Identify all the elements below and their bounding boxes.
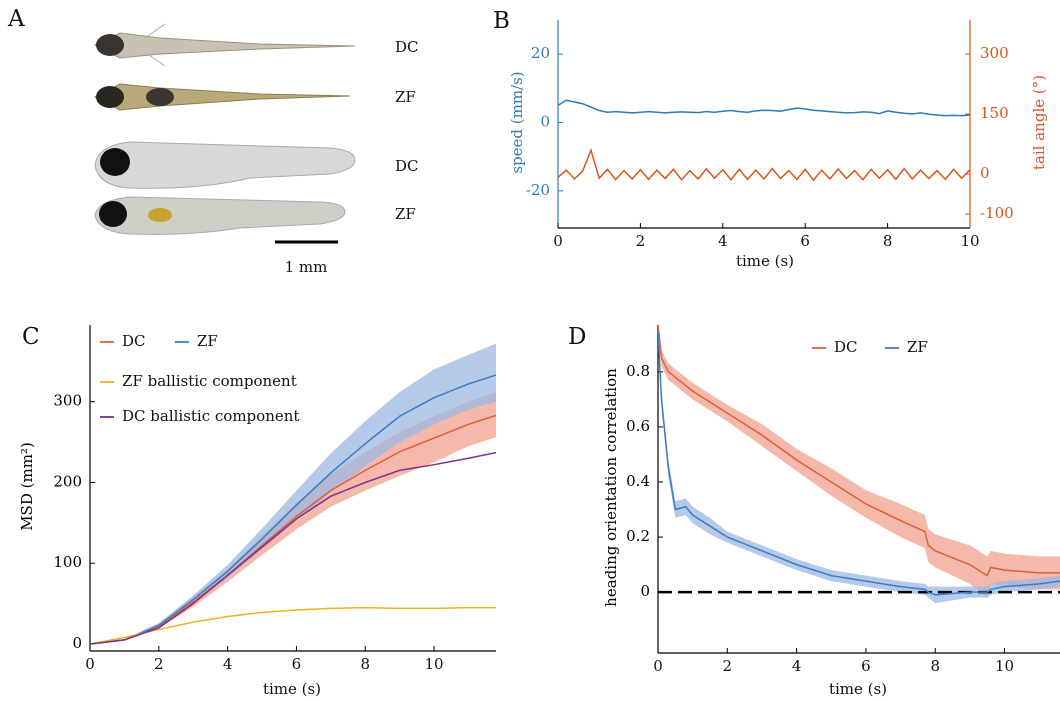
fish-image xyxy=(94,141,356,189)
legend-label: DC xyxy=(122,332,146,350)
x-axis-label: time (s) xyxy=(829,680,887,698)
y-tick-label: 200 xyxy=(53,472,82,490)
x-tick-label: 10 xyxy=(425,655,444,673)
y-tick-label: 0 xyxy=(540,113,550,131)
x-axis-label: time (s) xyxy=(263,680,321,698)
confidence-band xyxy=(90,343,496,644)
y2-tick-label: -100 xyxy=(980,204,1014,222)
y-tick-label: 20 xyxy=(531,44,550,62)
scale-bar-label: 1 mm xyxy=(285,258,328,276)
y-tick-label: 100 xyxy=(53,553,82,571)
x-tick-label: 10 xyxy=(995,657,1014,675)
legend-label: ZF xyxy=(197,332,218,350)
y-tick-label: 0 xyxy=(72,634,82,652)
x-axis-label: time (s) xyxy=(736,252,794,270)
x-tick-label: 2 xyxy=(154,655,164,673)
fish-label: DC xyxy=(395,157,419,175)
y-tick-label: 0.4 xyxy=(626,472,650,490)
y-axis-label: MSD (mm²) xyxy=(18,442,36,531)
x-tick-label: 8 xyxy=(883,232,893,250)
x-tick-label: 0 xyxy=(553,232,563,250)
panel-label: C xyxy=(22,324,40,350)
x-tick-label: 6 xyxy=(861,657,871,675)
panel-label: D xyxy=(568,324,586,350)
panel-label: A xyxy=(7,6,25,32)
data-line xyxy=(90,606,496,645)
fish-image xyxy=(93,83,351,111)
legend-label: DC xyxy=(834,338,858,356)
data-line xyxy=(558,147,970,182)
y-tick-label: 0.8 xyxy=(626,362,650,380)
legend-label: DC ballistic component xyxy=(122,407,299,425)
x-tick-label: 0 xyxy=(653,657,663,675)
x-tick-label: 8 xyxy=(930,657,940,675)
data-line xyxy=(658,330,1060,596)
x-tick-label: 4 xyxy=(792,657,802,675)
y2-tick-label: 300 xyxy=(980,44,1009,62)
fish-label: ZF xyxy=(395,88,416,106)
y-tick-label: 0.6 xyxy=(626,417,650,435)
y-axis-label: speed (mm/s) xyxy=(508,71,526,173)
x-tick-label: 0 xyxy=(85,655,95,673)
data-line xyxy=(90,451,496,645)
fish-image xyxy=(94,196,346,235)
y-axis-label: heading orientation correlation xyxy=(602,368,620,607)
y-tick-label: 0.2 xyxy=(626,527,650,545)
y-tick-label: -20 xyxy=(526,181,550,199)
y-tick-label: 300 xyxy=(53,392,82,410)
plot-area xyxy=(558,99,970,182)
fish-label: ZF xyxy=(395,205,416,223)
legend-label: ZF ballistic component xyxy=(122,372,297,390)
y2-tick-label: 150 xyxy=(980,104,1009,122)
confidence-band xyxy=(658,323,1060,598)
y2-axis-label: tail angle (°) xyxy=(1030,75,1048,170)
data-line xyxy=(658,324,1060,577)
x-tick-label: 2 xyxy=(636,232,646,250)
x-tick-label: 2 xyxy=(723,657,733,675)
y-tick-label: 0 xyxy=(640,582,650,600)
plot-area xyxy=(90,343,496,645)
data-line xyxy=(90,374,496,645)
fish-image xyxy=(93,23,356,67)
x-tick-label: 8 xyxy=(360,655,370,673)
x-tick-label: 4 xyxy=(223,655,233,673)
legend-label: ZF xyxy=(907,338,928,356)
data-line xyxy=(558,99,970,117)
x-tick-label: 6 xyxy=(800,232,810,250)
fish-label: DC xyxy=(395,38,419,56)
panel-label: B xyxy=(493,8,510,34)
panel-a: A DC ZF DC ZF 1 mm xyxy=(7,6,419,276)
x-tick-label: 4 xyxy=(718,232,728,250)
y2-tick-label: 0 xyxy=(980,164,990,182)
plot-area xyxy=(658,323,1060,604)
x-tick-label: 10 xyxy=(960,232,979,250)
x-tick-label: 6 xyxy=(292,655,302,673)
